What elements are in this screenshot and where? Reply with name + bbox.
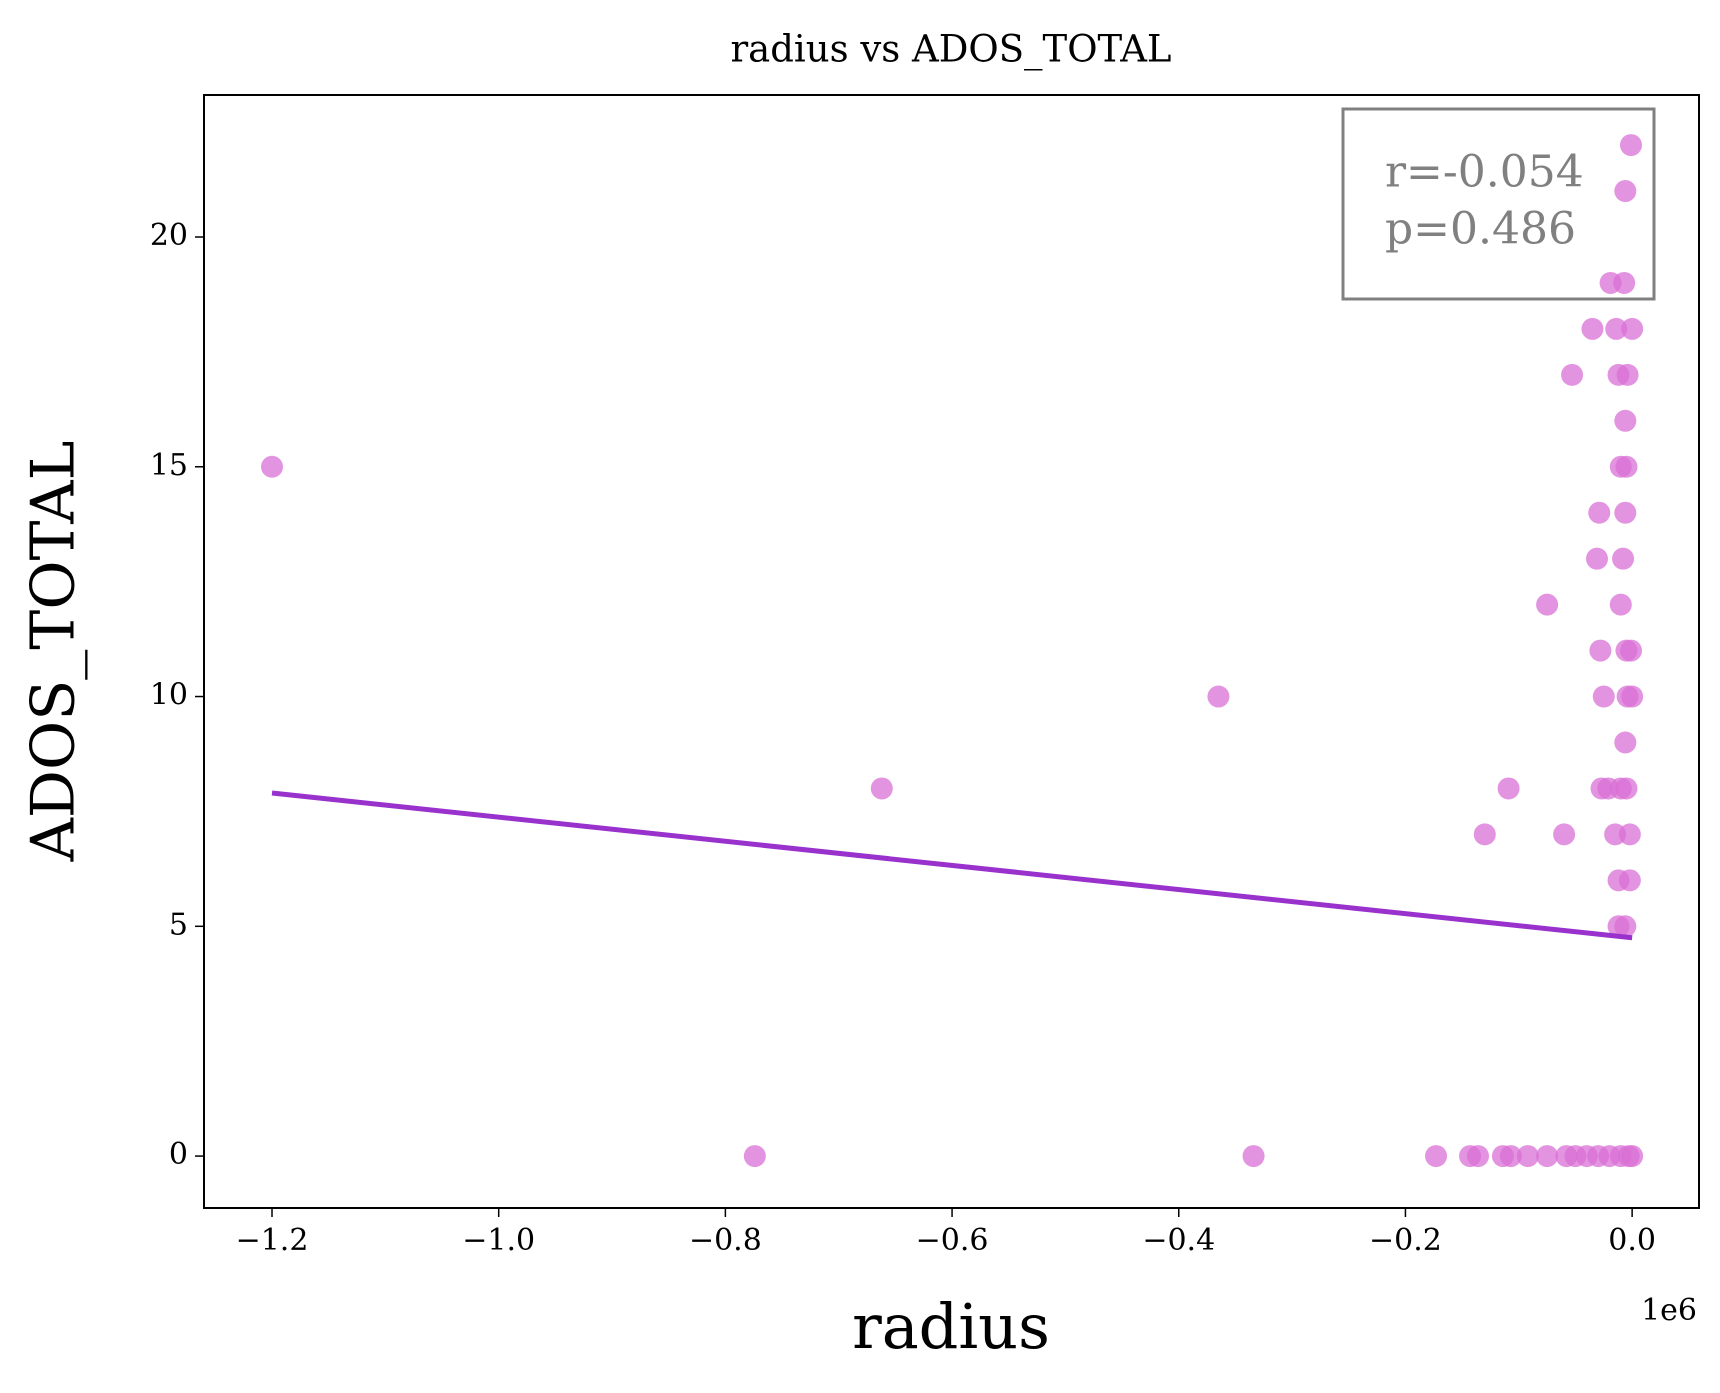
scatter-point (1615, 455, 1638, 478)
y-tick-label: 15 (150, 448, 188, 483)
y-tick-label: 0 (169, 1137, 188, 1172)
y-tick-label: 5 (169, 907, 188, 942)
fit-line (271, 790, 1633, 941)
scatter-point (1516, 1145, 1539, 1168)
scatter-point (1585, 547, 1608, 570)
scatter-point (1618, 823, 1641, 846)
scatter-point (1473, 823, 1496, 846)
scatter-point (1581, 317, 1604, 340)
scatter-point (1614, 409, 1637, 432)
annotation: p=0.486 (1385, 204, 1576, 255)
scatter-point (743, 1145, 766, 1168)
scatter-point (1592, 685, 1615, 708)
x-tick-label: −1.2 (236, 1223, 309, 1258)
x-tick-label: −0.2 (1369, 1223, 1442, 1258)
y-tick-label: 10 (150, 678, 188, 713)
y-axis-label: ADOS_TOTAL (19, 441, 89, 863)
scatter-point (1614, 180, 1637, 203)
x-axis-label: radius (852, 1290, 1050, 1363)
annotation: r=-0.054 (1385, 147, 1584, 198)
x-tick-label: −1.0 (462, 1223, 535, 1258)
scatter-point (1614, 915, 1637, 938)
scatter-point (1605, 317, 1628, 340)
scatter-point (1536, 593, 1559, 616)
scatter-point (1242, 1145, 1265, 1168)
scatter-point (1619, 639, 1642, 662)
scatter-point (261, 455, 284, 478)
scatter-point (1425, 1145, 1448, 1168)
scatter-point (1621, 1145, 1644, 1168)
scatter-point (1614, 731, 1637, 754)
x-tick-label: −0.8 (689, 1223, 762, 1258)
scatter-point (1499, 1145, 1522, 1168)
scatter-point (1612, 547, 1635, 570)
scatter-point (1616, 363, 1639, 386)
scatter-point (1561, 363, 1584, 386)
x-tick-label: −0.6 (916, 1223, 989, 1258)
scatter-point (1207, 685, 1230, 708)
scatter-point (1614, 501, 1637, 524)
x-tick-label: −0.4 (1142, 1223, 1215, 1258)
scatter-point (1618, 869, 1641, 892)
scatter-point (1553, 823, 1576, 846)
annotation-box (1341, 107, 1656, 301)
scatter-point (1621, 685, 1644, 708)
chart-title: radius vs ADOS_TOTAL (730, 28, 1171, 72)
scatter-point (1615, 777, 1638, 800)
scatter-point (1536, 1145, 1559, 1168)
plot-frame (203, 94, 1700, 1209)
scatter-point (1619, 134, 1642, 157)
scatter-point (1613, 271, 1636, 294)
scatter-point (1621, 317, 1644, 340)
scatter-point (1466, 1145, 1489, 1168)
x-offset-label: 1e6 (1641, 1293, 1697, 1328)
scatter-point (1609, 593, 1632, 616)
scatter-point (1589, 639, 1612, 662)
scatter-point (1497, 777, 1520, 800)
x-tick-label: 0.0 (1608, 1223, 1656, 1258)
y-tick-label: 20 (150, 218, 188, 253)
scatter-point (870, 777, 893, 800)
scatter-point (1588, 501, 1611, 524)
